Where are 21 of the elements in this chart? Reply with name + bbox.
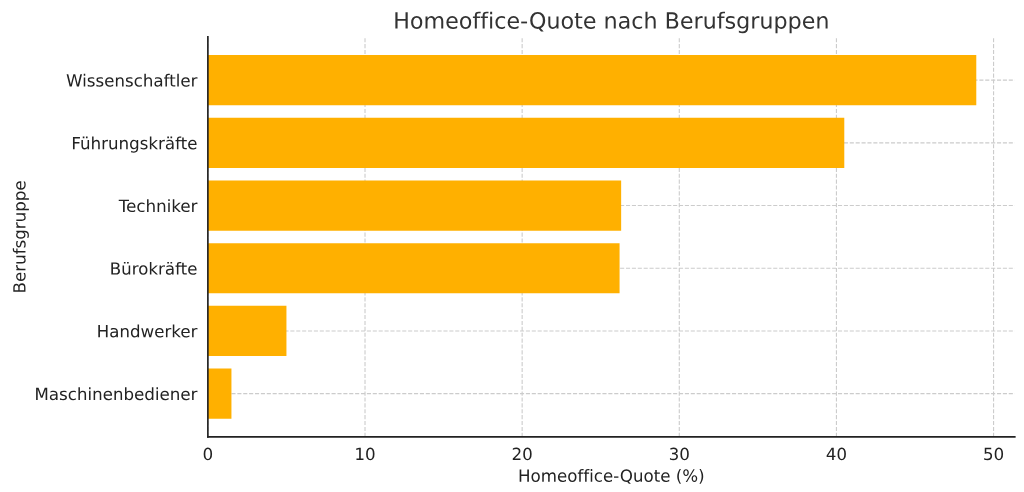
y-tick-label: Führungskräfte (72, 136, 197, 153)
x-tick-label: 0 (203, 447, 213, 461)
bar (207, 55, 977, 106)
x-axis-title: Homeoffice-Quote (%) (519, 469, 704, 484)
bar (207, 368, 232, 419)
y-tick-label: Techniker (118, 199, 198, 213)
bar (207, 305, 287, 357)
x-tick-label: 20 (512, 447, 532, 461)
x-tick-label: 10 (356, 447, 375, 461)
bar (207, 243, 620, 294)
y-tick-label: Handwerker (98, 324, 198, 338)
y-tick-label: Bürokräfte (111, 261, 197, 275)
x-tick-label: 30 (669, 447, 689, 461)
chart-title: Homeoffice-Quote nach Berufsgruppen (395, 11, 828, 34)
x-tick-label: 40 (826, 447, 846, 461)
y-axis-title: Berufsgruppe (12, 181, 29, 292)
bar (207, 180, 622, 231)
y-tick-label: Wissenschaftler (66, 73, 198, 87)
x-tick-label: 50 (984, 447, 1004, 461)
y-tick-label: Maschinenbediener (36, 387, 198, 401)
bar (207, 117, 845, 168)
